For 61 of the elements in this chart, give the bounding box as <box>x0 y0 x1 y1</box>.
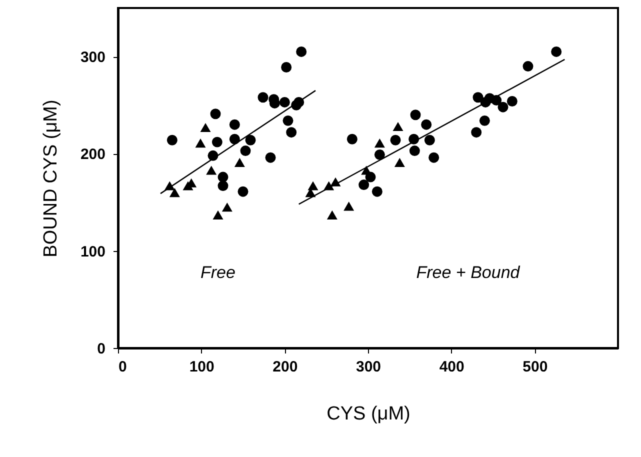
point <box>240 146 251 156</box>
point <box>471 127 482 138</box>
y-tick-label: 200 <box>80 146 106 164</box>
point <box>344 202 354 211</box>
x-tick-label: 100 <box>189 358 214 376</box>
point <box>195 138 206 148</box>
point <box>372 186 382 197</box>
point <box>506 96 518 106</box>
point <box>374 149 385 160</box>
point <box>286 127 297 138</box>
point <box>551 46 562 57</box>
point <box>392 122 404 132</box>
y-axis-title: BOUND CYS (μM) <box>40 100 62 258</box>
point <box>282 115 294 126</box>
x-tick-label: 200 <box>272 358 298 376</box>
point <box>346 134 358 144</box>
point <box>229 134 240 144</box>
annotation: Free + Bound <box>416 263 520 282</box>
point <box>206 166 217 175</box>
point <box>394 158 405 167</box>
y-tick-label: 300 <box>80 49 106 66</box>
point <box>296 46 307 57</box>
x-tick-label: 300 <box>356 358 382 376</box>
point <box>258 92 268 103</box>
point <box>479 115 490 126</box>
annotation: Free <box>200 263 236 282</box>
point <box>281 62 292 72</box>
point <box>374 138 385 148</box>
point <box>472 92 484 103</box>
x-tick-label: 500 <box>522 358 548 376</box>
point <box>218 180 228 192</box>
point <box>410 110 421 120</box>
point <box>279 96 290 108</box>
point <box>358 180 370 190</box>
point <box>222 202 232 212</box>
point <box>428 152 440 163</box>
point <box>424 134 435 146</box>
point <box>234 158 245 167</box>
x-axis-title: CYS (μM) <box>326 404 410 424</box>
point <box>390 134 401 146</box>
x-tick-label: 400 <box>439 358 464 376</box>
point <box>169 188 180 198</box>
point <box>210 108 221 120</box>
point <box>166 134 178 146</box>
point <box>522 61 534 72</box>
y-tick-label: 100 <box>80 243 106 260</box>
y-tick-label: 0 <box>97 340 106 358</box>
point <box>409 146 420 156</box>
x-tick-label: 0 <box>118 358 127 376</box>
point <box>200 122 211 132</box>
point <box>326 210 338 220</box>
point <box>308 181 318 190</box>
point <box>212 136 222 148</box>
point <box>245 134 256 146</box>
point <box>229 119 240 130</box>
point <box>265 152 276 163</box>
point <box>238 186 248 197</box>
point <box>218 172 228 182</box>
point <box>212 210 224 220</box>
point <box>498 102 508 112</box>
point <box>421 119 432 130</box>
